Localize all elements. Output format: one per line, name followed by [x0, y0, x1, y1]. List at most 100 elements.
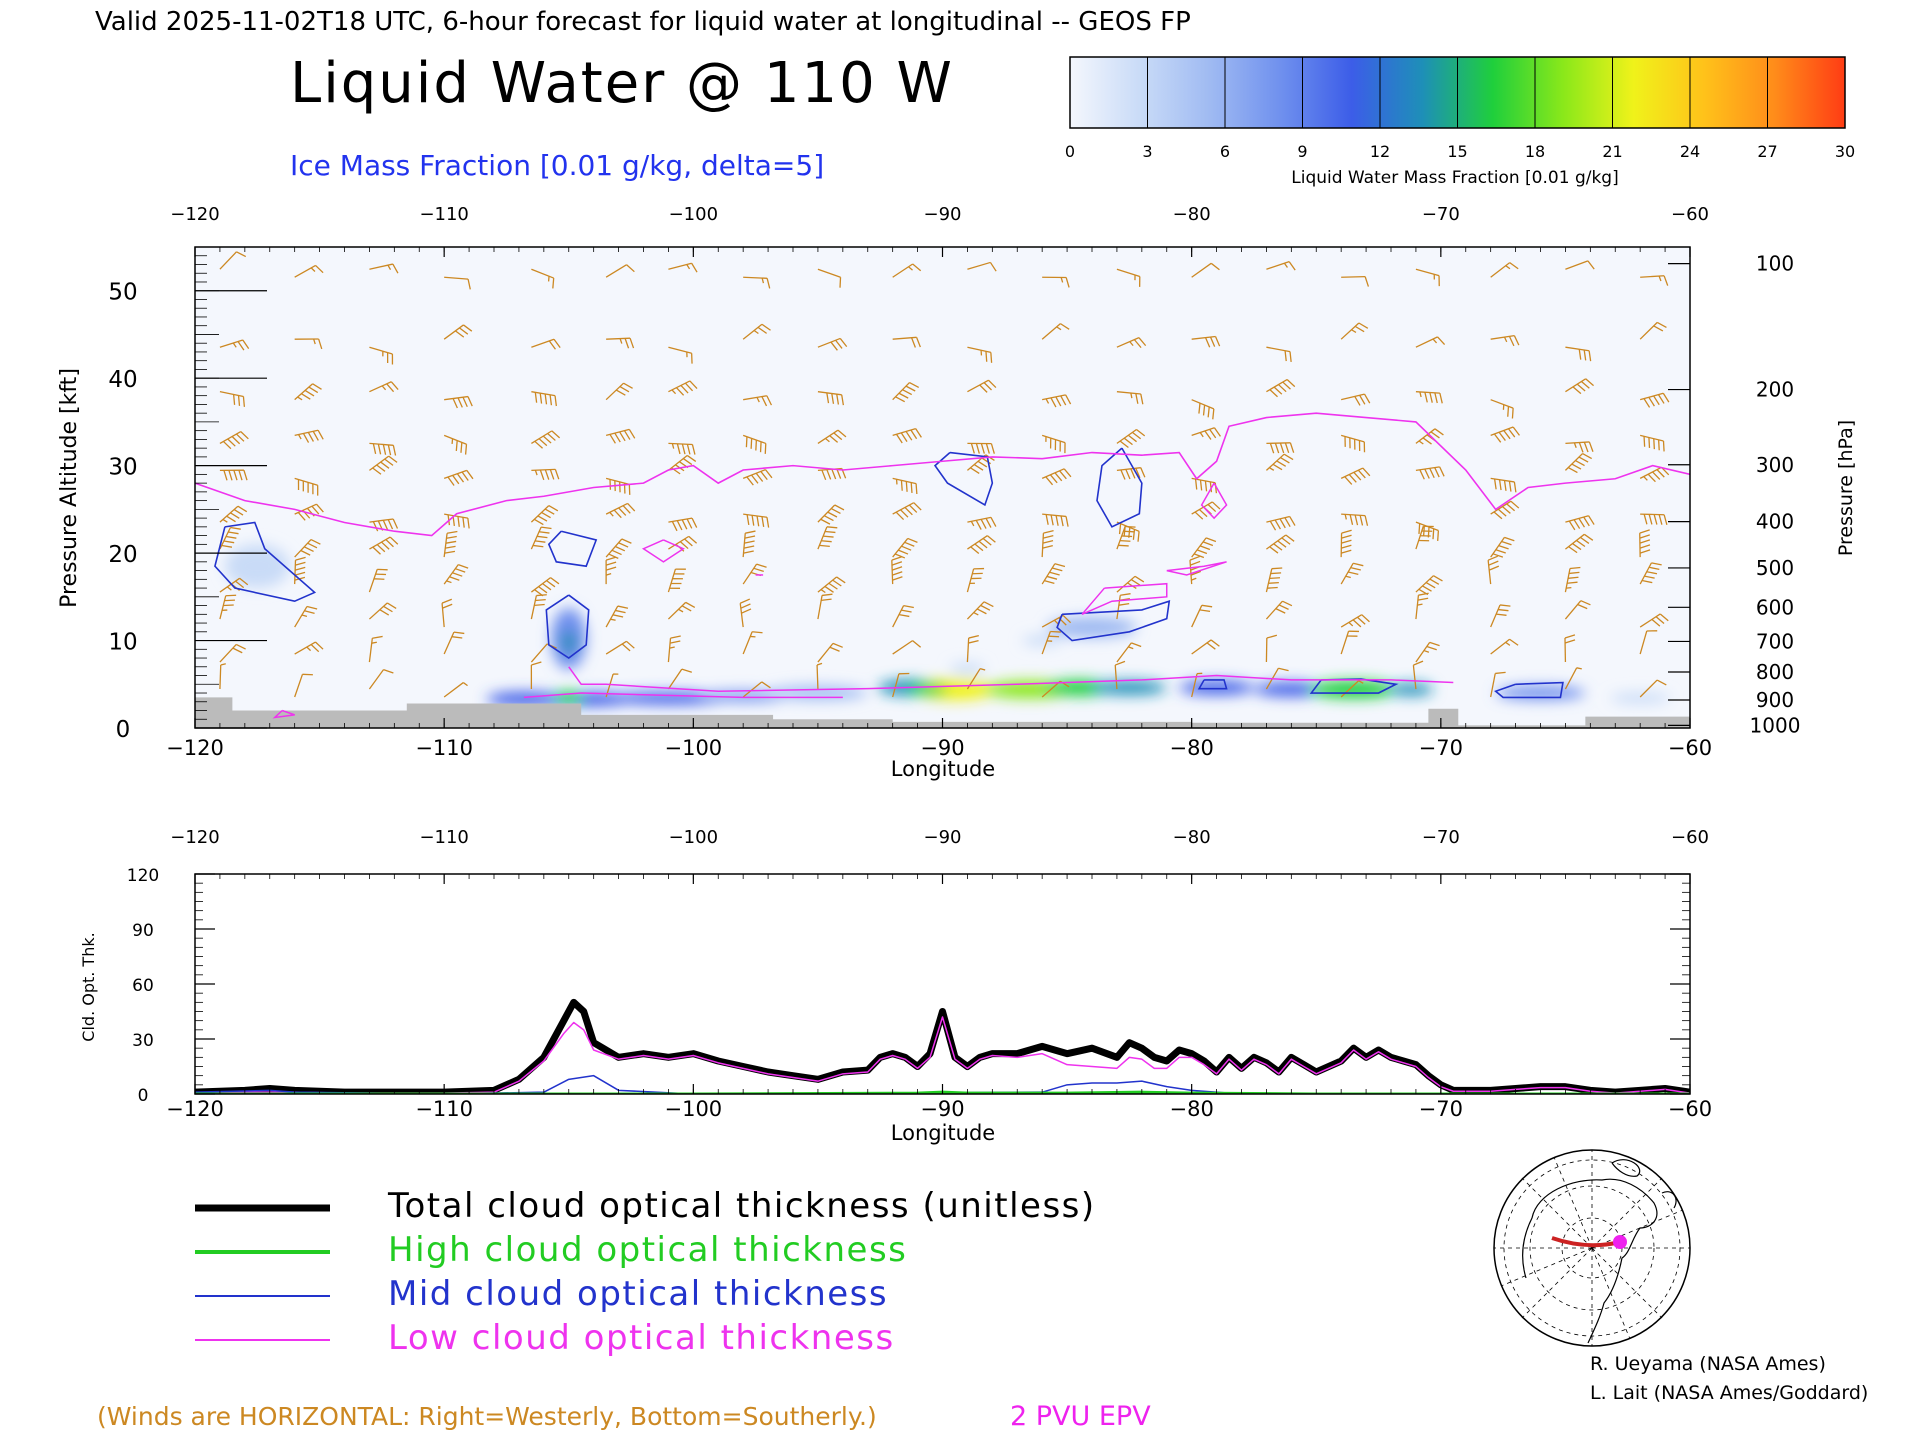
- wind-barb: [1116, 428, 1146, 448]
- wind-barb: [1340, 630, 1360, 655]
- track-endpoint-marker: [1613, 1235, 1627, 1249]
- wind-barb: [743, 513, 770, 528]
- wind-barb: [1639, 321, 1667, 340]
- cot-y-tick-label: 30: [132, 1031, 154, 1051]
- cot-top-x-tick-label: −90: [924, 827, 962, 848]
- cot-x-tick-label: −120: [166, 1097, 224, 1121]
- cross-section-top-x-tick-label: −120: [170, 204, 219, 225]
- wind-barb: [441, 598, 453, 628]
- wind-barb: [967, 535, 996, 554]
- wind-barb: [219, 643, 246, 663]
- wind-barb: [1041, 630, 1061, 655]
- wind-barb: [1340, 467, 1371, 485]
- wind-barb: [892, 477, 918, 495]
- globe-inset: [1493, 1149, 1691, 1347]
- pressure-tick-label: 400: [1756, 510, 1794, 534]
- cot-top-x-tick-label: −60: [1671, 827, 1709, 848]
- wind-barb: [1415, 268, 1440, 287]
- liquid-water-blob: [1610, 693, 1671, 704]
- ice-contour: [547, 530, 598, 568]
- wind-barb: [1041, 434, 1066, 454]
- colorbar-tick-label: 30: [1835, 142, 1855, 161]
- pressure-tick-label: 300: [1756, 453, 1794, 477]
- cross-section-x-tick-label: −60: [1668, 736, 1712, 760]
- wind-barb: [1639, 562, 1662, 585]
- valid-line: Valid 2025-11-02T18 UTC, 6-hour forecast…: [95, 7, 1191, 37]
- wind-barb: [1341, 393, 1371, 406]
- cot-y-tick-label: 60: [132, 976, 154, 996]
- wind-barb: [1640, 434, 1665, 452]
- series-line-low: [195, 1016, 1690, 1094]
- wind-barb: [668, 346, 693, 364]
- liquid-water-blob: [1022, 635, 1063, 646]
- legend-item: Mid cloud optical thickness: [195, 1274, 887, 1314]
- wind-barb: [530, 577, 560, 597]
- wind-barb: [1191, 262, 1220, 278]
- wind-barb: [1415, 641, 1440, 663]
- epv-label: 2 PVU EPV: [1010, 1401, 1151, 1432]
- wind-barb: [1191, 427, 1221, 440]
- epv-2pvu-line: [195, 412, 1690, 537]
- cross-section-x-tick-label: −110: [415, 736, 473, 760]
- wind-barb: [739, 598, 752, 628]
- wind-barb: [742, 681, 771, 698]
- wind-barb: [817, 526, 838, 550]
- wind-barb: [1116, 525, 1136, 550]
- wind-barbs: [219, 251, 1670, 698]
- cross-section-top-x-tick-label: −100: [669, 204, 718, 225]
- cross-section-panel: −120 −120 −110 −110 −100 −100 −90 −90 −80 −80 −70 −…: [108, 204, 1800, 760]
- wind-barb: [1341, 275, 1370, 287]
- liquid-water-blob: [949, 663, 985, 674]
- cot-y-tick-label: 120: [127, 866, 159, 886]
- wind-barb: [1116, 391, 1144, 405]
- pressure-tick-label: 800: [1756, 660, 1794, 684]
- wind-barb: [219, 594, 237, 620]
- cross-section-top-x-tick-label: −70: [1422, 204, 1460, 225]
- legend-item: Low cloud optical thickness: [195, 1318, 895, 1358]
- legend-item: High cloud optical thickness: [195, 1230, 907, 1270]
- terrain: [195, 697, 1690, 728]
- wind-barb: [443, 434, 468, 455]
- cross-section-top-x-tick-label: −80: [1173, 204, 1211, 225]
- wind-barb: [1191, 672, 1203, 698]
- wind-barb: [531, 268, 555, 289]
- wind-barb: [294, 338, 323, 350]
- wind-barb: [1565, 378, 1594, 395]
- wind-barb: [606, 337, 635, 349]
- series-line-total: [195, 998, 1690, 1094]
- wind-barb: [530, 505, 559, 526]
- wind-barb: [1265, 567, 1283, 593]
- pressure-tick-label: 600: [1756, 595, 1794, 619]
- cot-x-tick-label: −70: [1419, 1097, 1463, 1121]
- wind-barb: [1490, 638, 1519, 655]
- wind-barb: [817, 576, 846, 594]
- wind-barb: [892, 427, 922, 444]
- wind-barb: [443, 324, 473, 340]
- wind-barb: [1415, 466, 1445, 480]
- wind-barb: [1565, 260, 1595, 270]
- epv-contour: [1166, 561, 1227, 576]
- chart-subtitle: Ice Mass Fraction [0.01 g/kg, delta=5]: [290, 149, 824, 182]
- cross-section-y-tick-label: 20: [108, 542, 137, 568]
- wind-barb: [1265, 600, 1293, 620]
- wind-barb: [1490, 426, 1520, 443]
- wind-barb: [1639, 466, 1670, 483]
- legend-label: High cloud optical thickness: [388, 1230, 907, 1270]
- legend-label: Low cloud optical thickness: [388, 1318, 895, 1358]
- wind-barb: [667, 568, 686, 593]
- colorbar-tick-label: 21: [1602, 142, 1622, 161]
- wind-barb: [1490, 536, 1515, 558]
- colorbar-tick-label: 6: [1220, 142, 1230, 161]
- wind-barb: [817, 504, 845, 525]
- wind-barb: [605, 556, 617, 585]
- wind-barb: [742, 468, 773, 486]
- wind-barb: [219, 663, 226, 690]
- wind-barb: [444, 276, 471, 290]
- colorbar-tick-label: 12: [1370, 142, 1390, 161]
- winds-note: (Winds are HORIZONTAL: Right=Westerly, B…: [97, 1402, 877, 1431]
- colorbar-tick-label: 3: [1142, 142, 1152, 161]
- cross-section-x-tick-label: −100: [664, 736, 722, 760]
- wind-barb: [891, 556, 903, 585]
- colorbar-tick-label: 24: [1680, 142, 1700, 161]
